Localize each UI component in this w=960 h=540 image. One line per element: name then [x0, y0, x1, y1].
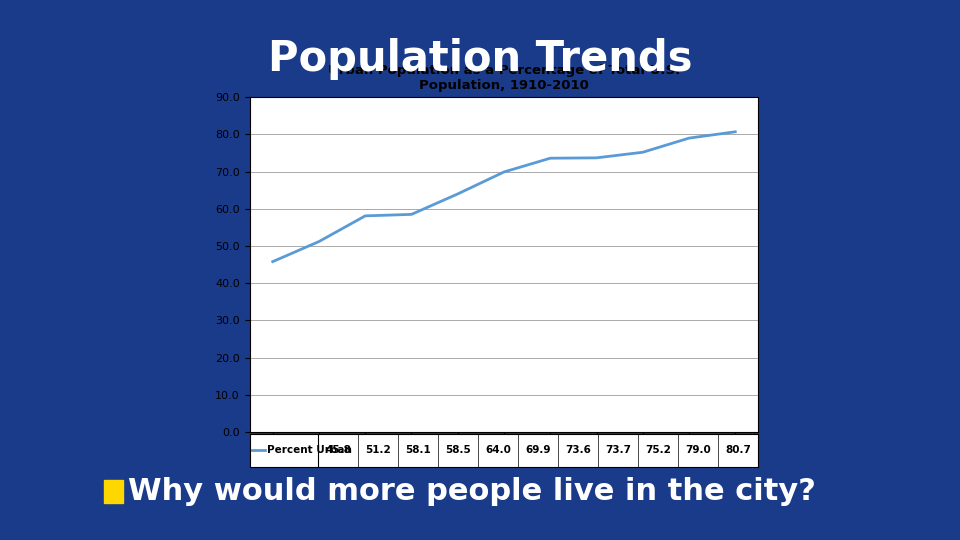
Text: Population Trends: Population Trends [268, 38, 692, 80]
Text: 58.1: 58.1 [405, 446, 431, 455]
Text: 51.2: 51.2 [366, 446, 391, 455]
Text: 69.9: 69.9 [525, 446, 551, 455]
Text: 73.6: 73.6 [565, 446, 591, 455]
Text: 80.7: 80.7 [726, 446, 752, 455]
Title: Urban Population as a Percentage of Total U.S.
Population, 1910-2010: Urban Population as a Percentage of Tota… [328, 64, 680, 92]
Text: 75.2: 75.2 [645, 446, 671, 455]
Text: 73.7: 73.7 [606, 446, 632, 455]
Text: 58.5: 58.5 [445, 446, 471, 455]
Text: Why would more people live in the city?: Why would more people live in the city? [128, 477, 816, 506]
Text: 64.0: 64.0 [486, 446, 512, 455]
Text: 45.8: 45.8 [325, 446, 351, 455]
Text: 79.0: 79.0 [685, 446, 711, 455]
Text: Percent Urban: Percent Urban [268, 446, 352, 455]
